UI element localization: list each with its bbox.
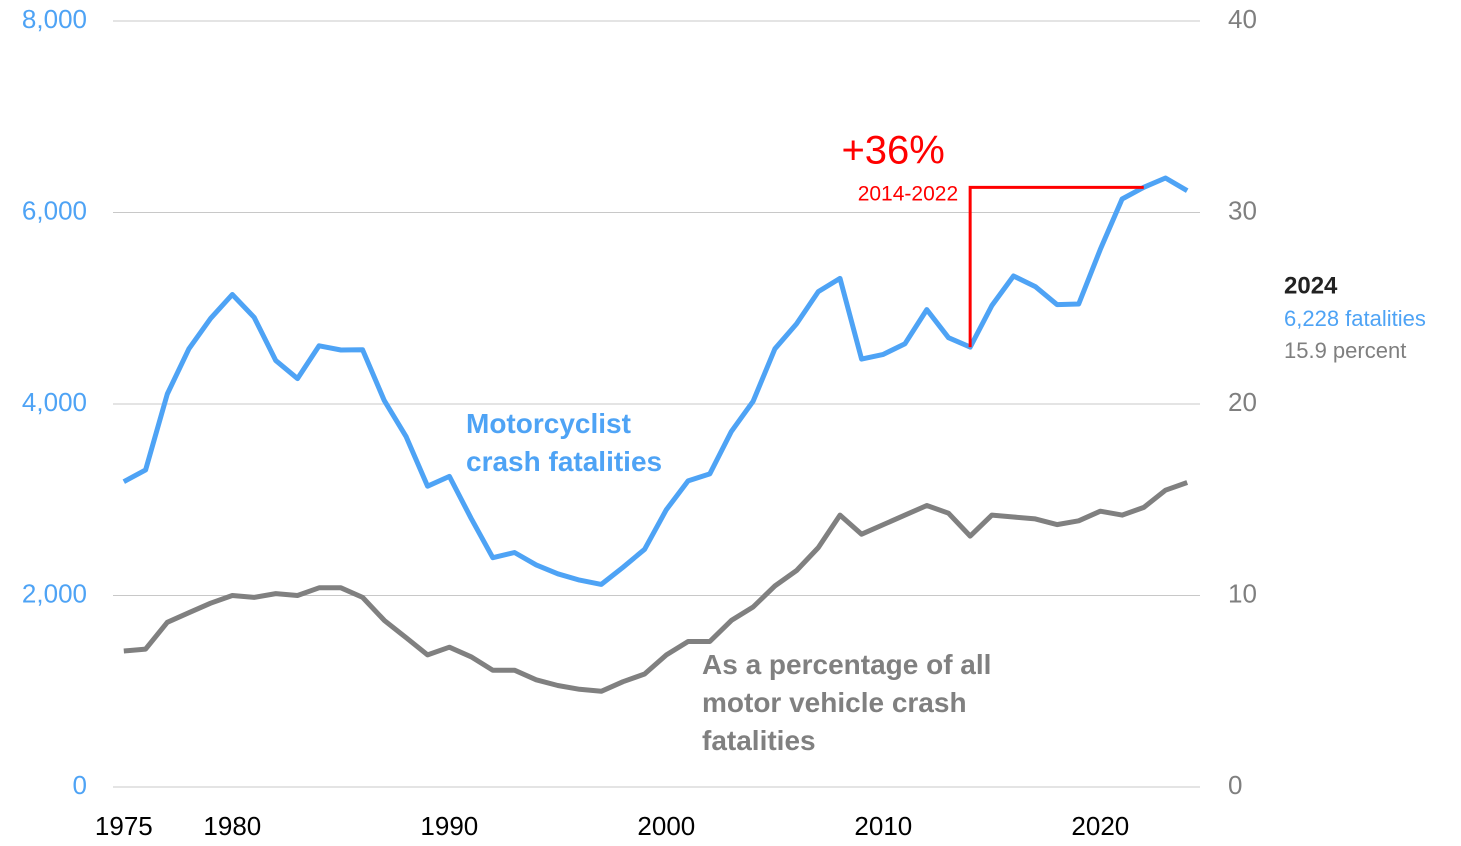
series-label: Motorcyclist crash fatalities (466, 408, 663, 477)
series-line (123, 480, 1189, 694)
series-line (122, 175, 1189, 587)
change-bracket (968, 185, 1144, 348)
end-year: 2024 (1284, 272, 1338, 299)
y2-tick-label: 10 (1228, 578, 1257, 608)
y2-tick-label: 30 (1228, 195, 1257, 225)
x-tick-label: 1990 (420, 811, 478, 841)
x-tick-label: 2020 (1071, 811, 1129, 841)
change-period: 2014-2022 (858, 183, 958, 206)
end-percent: 15.9 percent (1284, 338, 1406, 363)
change-label: +36% (841, 129, 944, 173)
y2-tick-label: 40 (1228, 4, 1257, 34)
end-fatalities: 6,228 fatalities (1284, 306, 1426, 331)
y-tick-label: 4,000 (22, 387, 87, 417)
y-tick-label: 0 (73, 770, 87, 800)
y-tick-label: 6,000 (22, 195, 87, 225)
y2-tick-label: 0 (1228, 770, 1242, 800)
x-tick-label: 2000 (637, 811, 695, 841)
y-tick-label: 8,000 (22, 4, 87, 34)
x-tick-label: 1980 (203, 811, 261, 841)
series-label: As a percentage of all motor vehicle cra… (702, 649, 992, 756)
y-tick-label: 2,000 (22, 578, 87, 608)
x-tick-label: 2010 (854, 811, 912, 841)
y2-tick-label: 20 (1228, 387, 1257, 417)
x-tick-label: 1975 (95, 811, 153, 841)
